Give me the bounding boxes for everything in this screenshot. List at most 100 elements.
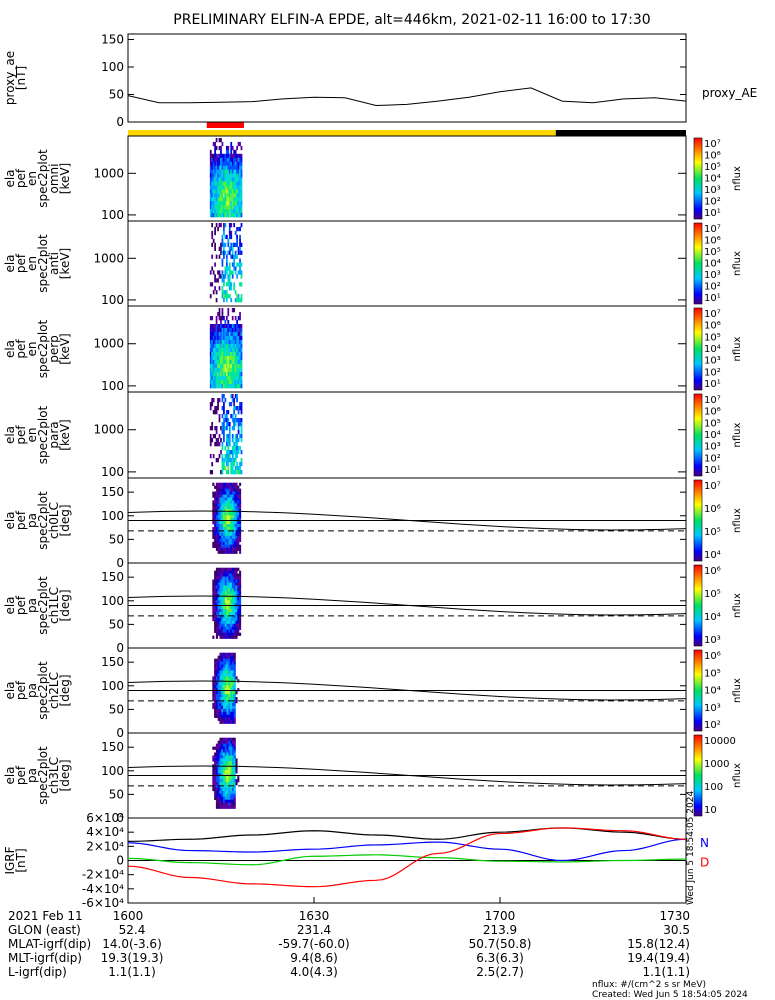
x-axis-table: 2021 Feb 11 1600 1630 1700 1730 GLON (east) 52… bbox=[8, 909, 690, 979]
en-spec2plot-omni-cblabel: nflux bbox=[732, 166, 743, 191]
en-spec2plot-perp-cbtick-3: 10⁴ bbox=[704, 344, 721, 355]
pa-spec2plot-ch2LC-ytick-3: 150 bbox=[101, 655, 124, 669]
pa-spec2plot-ch0LC-ytick-3: 150 bbox=[101, 485, 124, 499]
pa-spec2plot-ch2LC-ylabel-5: [deg] bbox=[58, 675, 72, 707]
pa-spec2plot-ch2LC-cbtick-0: 10⁶ bbox=[704, 651, 721, 662]
xrow-label-3: MLT-igrf(dip) bbox=[8, 951, 82, 965]
created-note: Created: Wed Jun 5 18:54:05 2024 bbox=[592, 990, 748, 1000]
chart-title: PRELIMINARY ELFIN-A EPDE, alt=446km, 202… bbox=[173, 12, 650, 28]
pa-spec2plot-ch2LC-ylabel-2: pa bbox=[25, 683, 39, 698]
en-spec2plot-para-ylabel-5: [keV] bbox=[58, 419, 72, 450]
panel-proxy-ae: proxy_ae[nT] 0 50 100 150 proxy_AE bbox=[3, 33, 757, 130]
igrf-ytick-2: -2×10⁴ bbox=[82, 868, 124, 882]
en-spec2plot-anti-ylabel-1: pef bbox=[14, 253, 28, 273]
en-spec2plot-perp-cbtick-6: 10¹ bbox=[704, 379, 721, 390]
igrf-series-3 bbox=[127, 827, 687, 888]
pa-spec2plot-ch2LC-cbtick-1: 10⁵ bbox=[704, 668, 721, 679]
en-spec2plot-anti-cbtick-1: 10⁶ bbox=[704, 236, 721, 247]
pa-spec2plot-ch2LC-cbtick-4: 10² bbox=[704, 720, 721, 731]
en-spec2plot-omni-cbtick-4: 10³ bbox=[704, 185, 721, 196]
xrow-2-value-3: 15.8(12.4) bbox=[627, 937, 690, 951]
pa-spec2plot-ch2LC-ylabel-0: ela bbox=[3, 681, 17, 699]
en-spec2plot-omni-ylabel-4: omni bbox=[47, 164, 61, 194]
en-spec2plot-para-ytick-1: 1000 bbox=[93, 423, 124, 437]
xrow-2-value-1: -59.7(-60.0) bbox=[278, 937, 349, 951]
en-spec2plot-omni-ylabel-5: [keV] bbox=[58, 163, 72, 194]
igrf-ytick-3: 0 bbox=[116, 854, 124, 868]
en-spec2plot-perp-ytick-1: 1000 bbox=[93, 337, 124, 351]
en-spec2plot-anti-cblabel: nflux bbox=[732, 251, 743, 276]
proxy-ae-ytick-2: 100 bbox=[101, 60, 124, 74]
igrf-ytick-6: 6×10⁴ bbox=[86, 811, 124, 825]
xrow-1-value-3: 30.5 bbox=[663, 923, 690, 937]
en-spec2plot-para-cbtick-6: 10¹ bbox=[704, 465, 721, 476]
pa-spec2plot-ch3LC-ytick-3: 150 bbox=[101, 740, 124, 754]
xrow-0-value-2: 1700 bbox=[485, 909, 516, 923]
pa-spec2plot-ch1LC-ylabel-5: [deg] bbox=[58, 590, 72, 622]
pa-spec2plot-ch2LC-ytick-1: 50 bbox=[109, 702, 124, 716]
en-spec2plot-anti-ylabel-4: anti bbox=[47, 252, 61, 275]
en-spec2plot-para-ylabel-3: spec2plot bbox=[36, 405, 50, 464]
igrf-series-1 bbox=[127, 838, 687, 862]
side-stamp: Wed Jun 5 18:54:05 2024 bbox=[686, 791, 696, 905]
en-spec2plot-omni-ytick-1: 1000 bbox=[93, 166, 124, 180]
en-spec2plot-omni-cbtick-1: 10⁶ bbox=[704, 151, 721, 162]
en-spec2plot-omni-cbtick-5: 10² bbox=[704, 197, 721, 208]
pa-spec2plot-ch0LC-ylabel-2: pa bbox=[25, 513, 39, 528]
xrow-0-value-0: 1600 bbox=[113, 909, 144, 923]
pa-spec2plot-ch3LC-cbtick-0: 10000 bbox=[704, 736, 736, 747]
pa-spec2plot-ch0LC-ytick-2: 100 bbox=[101, 509, 124, 523]
pa-spec2plot-ch0LC-cbtick-3: 10⁴ bbox=[704, 550, 721, 561]
pa-spec2plot-ch3LC-cbtick-2: 100 bbox=[704, 782, 723, 793]
proxy-ae-legend: proxy_AE bbox=[702, 86, 757, 100]
xrow-label-0: 2021 Feb 11 bbox=[8, 909, 83, 923]
en-spec2plot-perp-cbtick-0: 10⁷ bbox=[704, 309, 721, 320]
en-spec2plot-perp-ylabel-1: pef bbox=[14, 339, 28, 359]
en-spec2plot-para-cbtick-1: 10⁶ bbox=[704, 407, 721, 418]
xrow-3-value-2: 6.3(6.3) bbox=[476, 951, 524, 965]
xrow-2-value-0: 14.0(-3.6) bbox=[102, 937, 162, 951]
pa-spec2plot-ch0LC-ylabel-4: ch0LC bbox=[47, 502, 61, 539]
igrf-ylabel-1: [nT] bbox=[14, 848, 28, 872]
en-spec2plot-para-ylabel-1: pef bbox=[14, 425, 28, 445]
xrow-1-value-1: 231.4 bbox=[297, 923, 331, 937]
en-spec2plot-perp-cbtick-4: 10³ bbox=[704, 356, 721, 367]
pa-spec2plot-ch3LC-ytick-1: 50 bbox=[109, 787, 124, 801]
en-spec2plot-anti-ylabel-2: en bbox=[25, 256, 39, 271]
pa-spec2plot-ch1LC-cbtick-2: 10⁴ bbox=[704, 612, 721, 623]
proxy-ae-ytick-3: 150 bbox=[101, 33, 124, 47]
pa-spec2plot-ch0LC-cbtick-0: 10⁷ bbox=[704, 481, 721, 492]
pa-spec2plot-ch0LC-cbtick-1: 10⁶ bbox=[704, 504, 721, 515]
pa-spec2plot-ch0LC-ytick-1: 50 bbox=[109, 532, 124, 546]
pa-spec2plot-ch2LC-ylabel-4: ch2LC bbox=[47, 672, 61, 709]
en-spec2plot-omni-cbtick-2: 10⁵ bbox=[704, 162, 721, 173]
xrow-4-value-1: 4.0(4.3) bbox=[290, 965, 338, 979]
en-spec2plot-omni-ylabel-0: ela bbox=[3, 169, 17, 187]
en-spec2plot-omni-cbtick-6: 10¹ bbox=[704, 208, 721, 219]
en-spec2plot-anti-cbtick-6: 10¹ bbox=[704, 293, 721, 304]
xrow-1-value-0: 52.4 bbox=[119, 923, 146, 937]
en-spec2plot-anti-ylabel-0: ela bbox=[3, 254, 17, 272]
pa-spec2plot-ch0LC-ylabel-3: spec2plot bbox=[36, 491, 50, 550]
panel-en-spec2plot-perp: elapefenspec2plotperp[keV]100100010⁷10⁶1… bbox=[3, 305, 743, 393]
en-spec2plot-perp-ylabel-0: ela bbox=[3, 340, 17, 358]
xrow-label-2: MLAT-igrf(dip) bbox=[8, 937, 91, 951]
en-spec2plot-anti-ylabel-3: spec2plot bbox=[36, 234, 50, 293]
en-spec2plot-para-cbtick-2: 10⁵ bbox=[704, 418, 721, 429]
pa-spec2plot-ch1LC-ytick-0: 0 bbox=[116, 641, 124, 655]
pa-spec2plot-ch1LC-ylabel-4: ch1LC bbox=[47, 587, 61, 624]
pa-spec2plot-ch1LC-cbtick-1: 10⁵ bbox=[704, 589, 721, 600]
en-spec2plot-para-cbtick-0: 10⁷ bbox=[704, 395, 721, 406]
pa-spec2plot-ch3LC-ylabel-1: pef bbox=[14, 765, 28, 785]
pa-spec2plot-ch2LC-cblabel: nflux bbox=[732, 678, 743, 703]
pa-spec2plot-ch1LC-ytick-3: 150 bbox=[101, 570, 124, 584]
pa-spec2plot-ch2LC-cbtick-3: 10³ bbox=[704, 703, 721, 714]
proxy-ae-line bbox=[127, 87, 687, 107]
xrow-3-value-1: 9.4(8.6) bbox=[290, 951, 338, 965]
en-spec2plot-para-cbtick-4: 10³ bbox=[704, 442, 721, 453]
